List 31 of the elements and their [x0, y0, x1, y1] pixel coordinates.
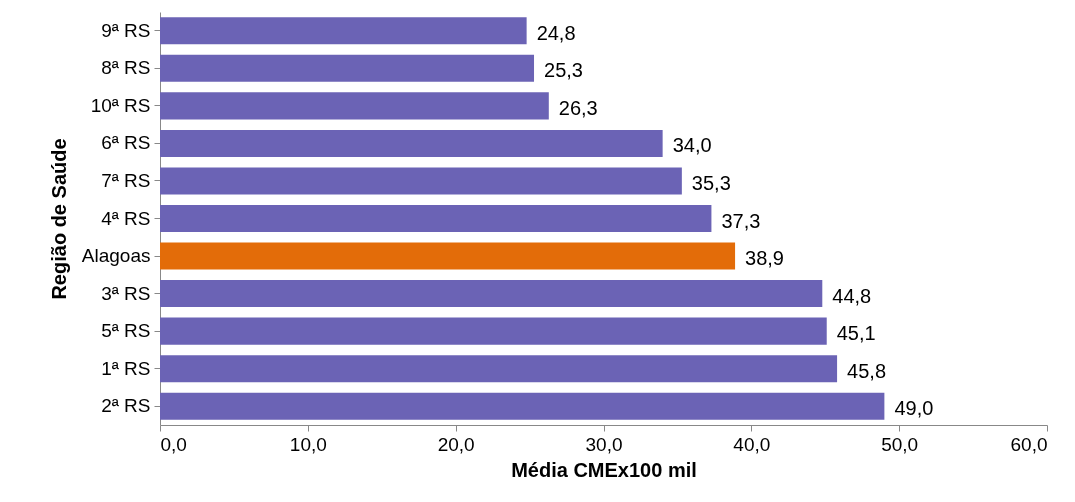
data-label: 45,1 — [836, 322, 876, 345]
x-tick-label: 0,0 — [160, 433, 187, 455]
y-tick-label: 5ª RS — [101, 320, 151, 342]
data-label: 24,8 — [536, 21, 576, 44]
x-tick-label: 10,0 — [289, 433, 327, 455]
data-label: 35,3 — [691, 171, 731, 194]
y-tick-label: Alagoas — [81, 245, 151, 267]
data-label: 38,9 — [745, 247, 785, 270]
data-label: 25,3 — [544, 59, 583, 82]
x-axis-title: Média CMEx100 mil — [511, 458, 697, 481]
y-tick-label: 1ª RS — [101, 357, 151, 379]
data-label: 49,0 — [894, 397, 934, 420]
x-tick-label: 60,0 — [1010, 433, 1048, 455]
y-tick-label: 10ª RS — [90, 94, 151, 116]
x-tick-label: 40,0 — [733, 433, 771, 455]
data-label: 26,3 — [558, 96, 598, 119]
y-tick-label: 8ª RS — [101, 57, 151, 79]
y-tick-label: 3ª RS — [101, 282, 151, 304]
x-tick-label: 20,0 — [437, 433, 475, 455]
data-label: 34,0 — [672, 134, 712, 157]
y-axis-title: Região de Saúde — [47, 138, 70, 300]
y-tick-label: 7ª RS — [101, 169, 151, 191]
y-tick-label: 6ª RS — [101, 132, 151, 154]
x-tick-label: 30,0 — [585, 433, 623, 455]
x-tick-label: 50,0 — [881, 433, 919, 455]
y-tick-label: 4ª RS — [101, 207, 151, 229]
y-tick-label: 9ª RS — [101, 19, 151, 41]
data-label: 45,8 — [847, 359, 887, 382]
y-tick-label: 2ª RS — [101, 395, 151, 417]
data-label: 37,3 — [721, 209, 761, 232]
data-label: 44,8 — [832, 284, 872, 307]
